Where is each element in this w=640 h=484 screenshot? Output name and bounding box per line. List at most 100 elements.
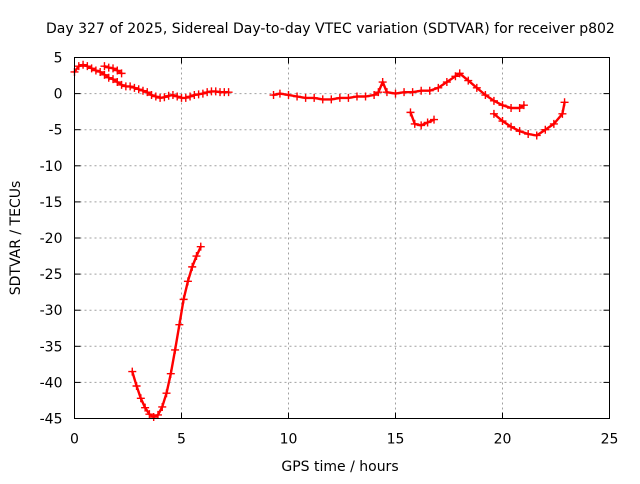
data-point: [132, 382, 141, 391]
data-point: [74, 62, 83, 71]
data-point: [464, 76, 473, 85]
data-point: [192, 252, 201, 261]
data-point: [284, 91, 293, 100]
data-point: [109, 64, 118, 73]
x-tick-label: 5: [177, 432, 186, 448]
data-point: [361, 92, 370, 101]
data-point: [434, 83, 443, 92]
data-point: [117, 80, 126, 89]
series-satellite-track-day: [269, 69, 528, 113]
data-point: [109, 75, 118, 84]
data-point: [188, 262, 197, 271]
data-point: [179, 295, 188, 304]
data-point: [198, 89, 207, 98]
data-point: [425, 86, 434, 95]
grid-layer: [74, 57, 610, 419]
data-point: [96, 67, 105, 76]
data-point: [186, 92, 195, 101]
data-point: [166, 369, 175, 378]
data-point: [153, 410, 162, 419]
data-point: [143, 88, 152, 97]
y-tick-label: -5: [49, 123, 63, 139]
data-point: [269, 91, 278, 100]
data-point: [171, 345, 180, 354]
y-tick-label: -15: [40, 195, 63, 211]
data-point: [382, 88, 391, 97]
data-point: [374, 88, 383, 97]
data-point: [151, 92, 160, 101]
data-point: [519, 101, 528, 110]
data-point: [160, 93, 169, 102]
series-trace: [272, 72, 526, 110]
data-point: [378, 78, 387, 87]
data-point: [224, 88, 233, 97]
data-point: [370, 91, 379, 100]
data-point: [175, 320, 184, 329]
data-point: [310, 93, 319, 102]
y-tick-label: -30: [40, 303, 63, 319]
data-point: [87, 64, 96, 73]
data-point: [408, 88, 417, 97]
data-point: [391, 89, 400, 98]
y-tick-label: 5: [54, 51, 63, 67]
y-tick-label: -10: [40, 159, 63, 175]
data-point: [164, 91, 173, 100]
series-layer: [70, 60, 569, 422]
data-point: [158, 402, 167, 411]
data-point: [335, 93, 344, 102]
data-point: [196, 242, 205, 251]
data-point: [100, 70, 109, 79]
y-axis-label: SDTVAR / TECUs: [8, 181, 24, 296]
tick-layer: 0 5 10 15 20 25 5 0 -5 -10 -15 -20 -25 -30 -35 -40 -45: [40, 51, 619, 448]
y-tick-label: -45: [40, 412, 63, 428]
data-point: [190, 91, 199, 100]
data-point: [117, 69, 126, 78]
data-point: [145, 410, 154, 419]
data-point: [113, 66, 122, 75]
data-point: [162, 389, 171, 398]
data-point: [481, 91, 490, 100]
data-point: [352, 92, 361, 101]
data-point: [149, 413, 158, 422]
data-point: [560, 98, 569, 107]
data-point: [203, 88, 212, 97]
data-point: [549, 119, 558, 128]
y-tick-label: -25: [40, 267, 63, 283]
x-tick-label: 20: [494, 432, 512, 448]
data-point: [301, 93, 310, 102]
data-point: [451, 72, 460, 81]
series-satellite-track-morning: [70, 60, 233, 102]
data-point: [515, 104, 524, 113]
data-point: [194, 90, 203, 99]
series-satellite-track-evening: [489, 98, 569, 140]
data-point: [113, 78, 122, 87]
y-tick-label: -20: [40, 231, 63, 247]
data-point: [128, 367, 137, 376]
series-satellite-track-late-morning: [100, 62, 126, 78]
data-point: [79, 60, 88, 69]
data-point: [183, 277, 192, 286]
data-point: [130, 83, 139, 92]
x-tick-label: 10: [280, 432, 298, 448]
data-point: [293, 92, 302, 101]
data-point: [141, 403, 150, 412]
data-point: [472, 83, 481, 92]
chart-title: Day 327 of 2025, Sidereal Day-to-day VTE…: [46, 21, 615, 37]
data-point: [126, 82, 135, 91]
data-point: [211, 87, 220, 96]
data-point: [168, 91, 177, 100]
data-point: [400, 88, 409, 97]
series-low-elevation-dip: [128, 242, 205, 422]
data-point: [430, 115, 439, 124]
x-axis-label: GPS time / hours: [281, 459, 398, 475]
data-point: [489, 96, 498, 105]
data-point: [104, 73, 113, 82]
data-point: [558, 109, 567, 118]
data-point: [541, 125, 550, 134]
x-tick-label: 0: [70, 432, 79, 448]
data-point: [91, 66, 100, 75]
data-point: [83, 62, 92, 71]
data-point: [498, 101, 507, 110]
